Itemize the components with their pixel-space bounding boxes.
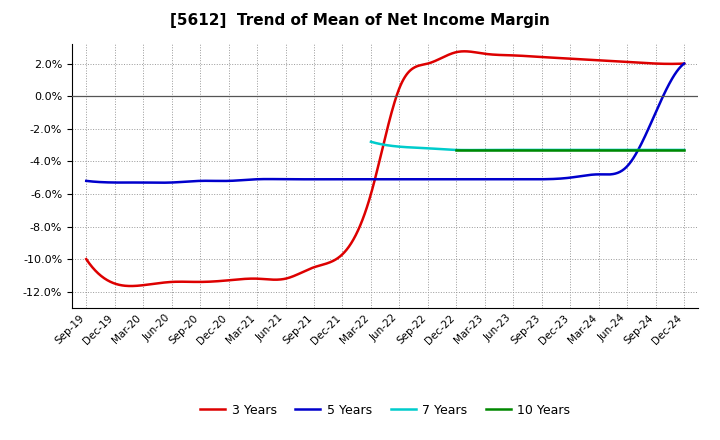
Line: 7 Years: 7 Years xyxy=(371,142,684,150)
10 Years xyxy=(598,147,606,153)
7 Years xyxy=(366,139,375,144)
7 Years xyxy=(557,147,566,153)
7 Years xyxy=(680,147,688,153)
10 Years xyxy=(585,147,593,153)
5 Years xyxy=(446,176,454,182)
3 Years xyxy=(464,49,473,54)
5 Years xyxy=(430,176,438,182)
7 Years xyxy=(463,147,472,153)
Text: [5612]  Trend of Mean of Net Income Margin: [5612] Trend of Mean of Net Income Margi… xyxy=(170,13,550,28)
7 Years xyxy=(549,147,557,153)
3 Years xyxy=(430,59,438,64)
3 Years xyxy=(680,61,688,66)
7 Years xyxy=(567,147,575,153)
10 Years xyxy=(454,147,463,153)
5 Years xyxy=(680,61,688,66)
10 Years xyxy=(467,147,475,153)
10 Years xyxy=(626,147,634,153)
5 Years xyxy=(464,176,472,182)
5 Years xyxy=(157,180,166,185)
7 Years xyxy=(636,147,645,153)
10 Years xyxy=(526,147,535,153)
Line: 5 Years: 5 Years xyxy=(86,63,684,183)
10 Years xyxy=(649,147,657,153)
7 Years xyxy=(386,143,395,148)
5 Years xyxy=(598,172,606,177)
5 Years xyxy=(82,178,91,183)
3 Years xyxy=(537,55,546,60)
5 Years xyxy=(536,176,545,182)
7 Years xyxy=(605,147,613,153)
5 Years xyxy=(119,180,127,185)
10 Years xyxy=(591,147,600,153)
3 Years xyxy=(82,257,91,262)
3 Years xyxy=(460,49,469,54)
3 Years xyxy=(119,283,127,288)
10 Years xyxy=(680,147,688,153)
3 Years xyxy=(598,58,607,63)
3 Years xyxy=(127,283,135,289)
10 Years xyxy=(452,147,461,153)
Legend: 3 Years, 5 Years, 7 Years, 10 Years: 3 Years, 5 Years, 7 Years, 10 Years xyxy=(195,399,575,422)
Line: 3 Years: 3 Years xyxy=(86,51,684,286)
3 Years xyxy=(446,51,454,57)
